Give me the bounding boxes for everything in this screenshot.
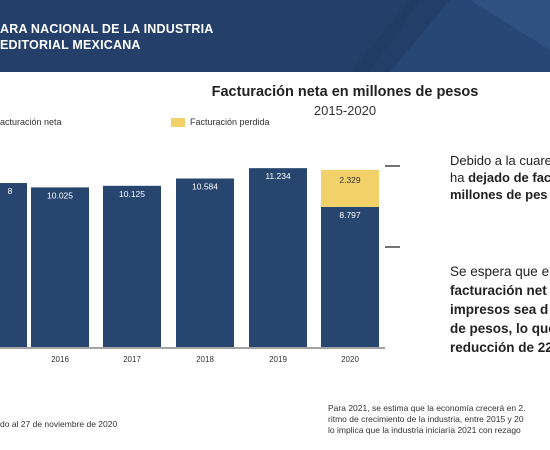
footnote-forecast-line1: Para 2021, se estima que la economía cre… (328, 403, 526, 413)
annotation1-line2-pre: ha (450, 170, 469, 185)
annotation1-line1: Debido a la cuaren (450, 153, 550, 168)
annotation2-line2-bold: facturación net (450, 283, 547, 298)
annotation2-line4: de pesos, lo que (450, 319, 550, 338)
annotation2-line2: facturación net (450, 281, 550, 300)
annotation1-line2-bold: dejado de fac (468, 170, 550, 185)
header-title-line1: ARA NACIONAL DE LA INDUSTRIA (0, 22, 214, 36)
header-decoration (350, 0, 550, 72)
annotation2-line5: reducción de 22 (450, 338, 550, 357)
annotation1-line3-bold: millones de pes (450, 187, 548, 202)
bar-chart: 8 10.025 2016 10.125 2017 10.584 2018 11.234 201… (0, 165, 400, 364)
x-tick-2017: 2017 (123, 355, 141, 364)
x-tick-2016: 2016 (51, 355, 69, 364)
bar-net-2016 (31, 187, 89, 347)
header-banner: ARA NACIONAL DE LA INDUSTRIA EDITORIAL M… (0, 0, 550, 72)
annotation2-line4-bold: de pesos, lo que (450, 321, 550, 336)
annotation-forecast: Se espera que en 2 facturación net impre… (450, 262, 550, 357)
footnote-forecast: Para 2021, se estima que la economía cre… (328, 403, 526, 436)
annotation-quarantine: Debido a la cuaren ha dejado de fac mill… (450, 152, 550, 203)
data-label-net-2018: 10.584 (192, 182, 218, 192)
footnote-forecast-line3: lo implica que la industria iniciaría 20… (328, 425, 521, 435)
chart-title: Facturación neta en millones de pesos 20… (0, 84, 550, 118)
data-label-net-2020: 8.797 (339, 210, 361, 220)
footnote-forecast-line2: ritmo de crecimiento de la industria, en… (328, 414, 524, 424)
footnote-source: do al 27 de noviembre de 2020 (0, 419, 118, 429)
x-tick-2019: 2019 (269, 355, 287, 364)
data-label-net-2019: 11.234 (265, 171, 291, 181)
legend-lost-label: Facturación perdida (190, 117, 270, 127)
bar-net-2017 (103, 185, 161, 347)
chart-subtitle: 2015-2020 (313, 103, 377, 118)
chart-title-text: Facturación neta en millones de pesos (211, 84, 479, 100)
bar-lost-2020 (321, 169, 379, 207)
bar-net-2015 (0, 183, 27, 347)
legend-net-label: acturación neta (0, 117, 62, 127)
annotation2-line3: impresos sea d (450, 300, 550, 319)
bar-net-2020 (321, 206, 379, 347)
x-tick-2020: 2020 (341, 355, 359, 364)
bar-net-2019 (249, 168, 307, 347)
data-label-lost-2020: 2.329 (339, 175, 361, 185)
bar-net-2018 (176, 178, 234, 347)
header-title-line2: EDITORIAL MEXICANA (0, 38, 141, 52)
annotation2-line1: Se espera que en 2 (450, 264, 550, 279)
annotation2-line3-bold: impresos sea d (450, 302, 549, 317)
data-label-net-2015: 8 (8, 186, 13, 196)
annotation2-line5-bold: reducción de 22 (450, 340, 550, 355)
data-label-net-2017: 10.125 (119, 189, 145, 199)
x-tick-2018: 2018 (196, 355, 214, 364)
legend-lost-swatch (171, 118, 185, 127)
annotation1-line2: ha dejado de fac (450, 169, 550, 186)
data-label-net-2016: 10.025 (47, 190, 73, 200)
annotation1-line3: millones de pes (450, 186, 550, 203)
